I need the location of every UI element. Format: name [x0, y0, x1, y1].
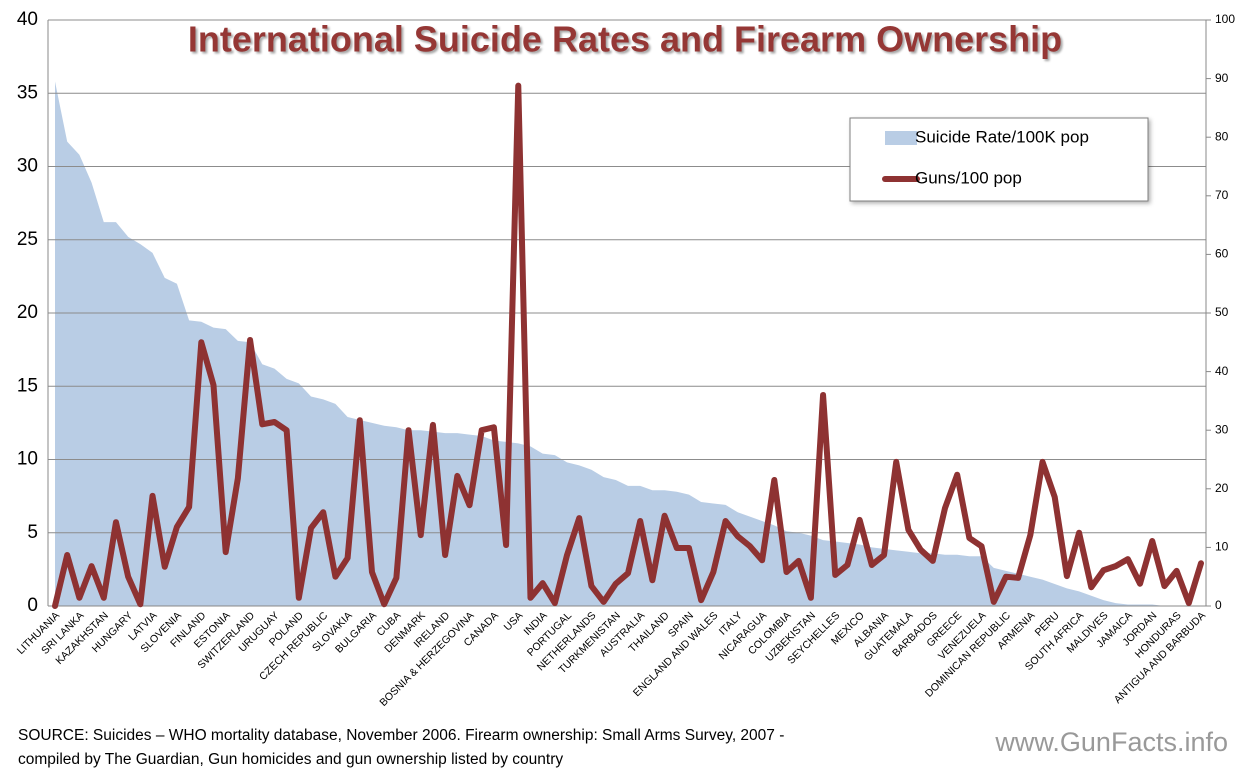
- y2-tick-label: 60: [1215, 247, 1229, 261]
- source-note: compiled by The Guardian, Gun homicides …: [18, 751, 563, 768]
- legend-swatch: [885, 131, 917, 145]
- y-tick-label: 30: [17, 156, 38, 177]
- source-note: SOURCE: Suicides – WHO mortality databas…: [18, 727, 784, 744]
- y2-tick-label: 70: [1215, 188, 1229, 202]
- y2-tick-label: 0: [1215, 598, 1222, 612]
- y2-tick-label: 30: [1215, 422, 1229, 436]
- area: [55, 81, 1201, 606]
- y-tick-label: 40: [17, 9, 38, 30]
- y2-tick-label: 100: [1215, 12, 1235, 26]
- y2-tick-label: 90: [1215, 71, 1229, 85]
- watermark: www.GunFacts.info: [994, 727, 1228, 757]
- y-tick-label: 0: [27, 595, 38, 616]
- line: [52, 82, 1204, 609]
- y2-tick-label: 20: [1215, 481, 1229, 495]
- legend-label: Guns/100 pop: [915, 168, 1022, 187]
- y-tick-label: 15: [17, 375, 38, 396]
- y2-tick-label: 80: [1215, 129, 1229, 143]
- y2-tick-label: 10: [1215, 540, 1229, 554]
- legend: Suicide Rate/100K pop Guns/100 pop: [849, 117, 1149, 202]
- y2-tick-label: 40: [1215, 364, 1229, 378]
- y-tick-label: 25: [17, 229, 38, 250]
- y-tick-label: 5: [27, 522, 38, 543]
- y-tick-label: 10: [17, 449, 38, 470]
- y-tick-label: 35: [17, 82, 38, 103]
- legend-label: Suicide Rate/100K pop: [915, 127, 1089, 146]
- y-tick-label: 20: [17, 302, 38, 323]
- y2-tick-label: 50: [1215, 305, 1229, 319]
- chart-title: International Suicide Rates and Firearm …: [188, 19, 1062, 60]
